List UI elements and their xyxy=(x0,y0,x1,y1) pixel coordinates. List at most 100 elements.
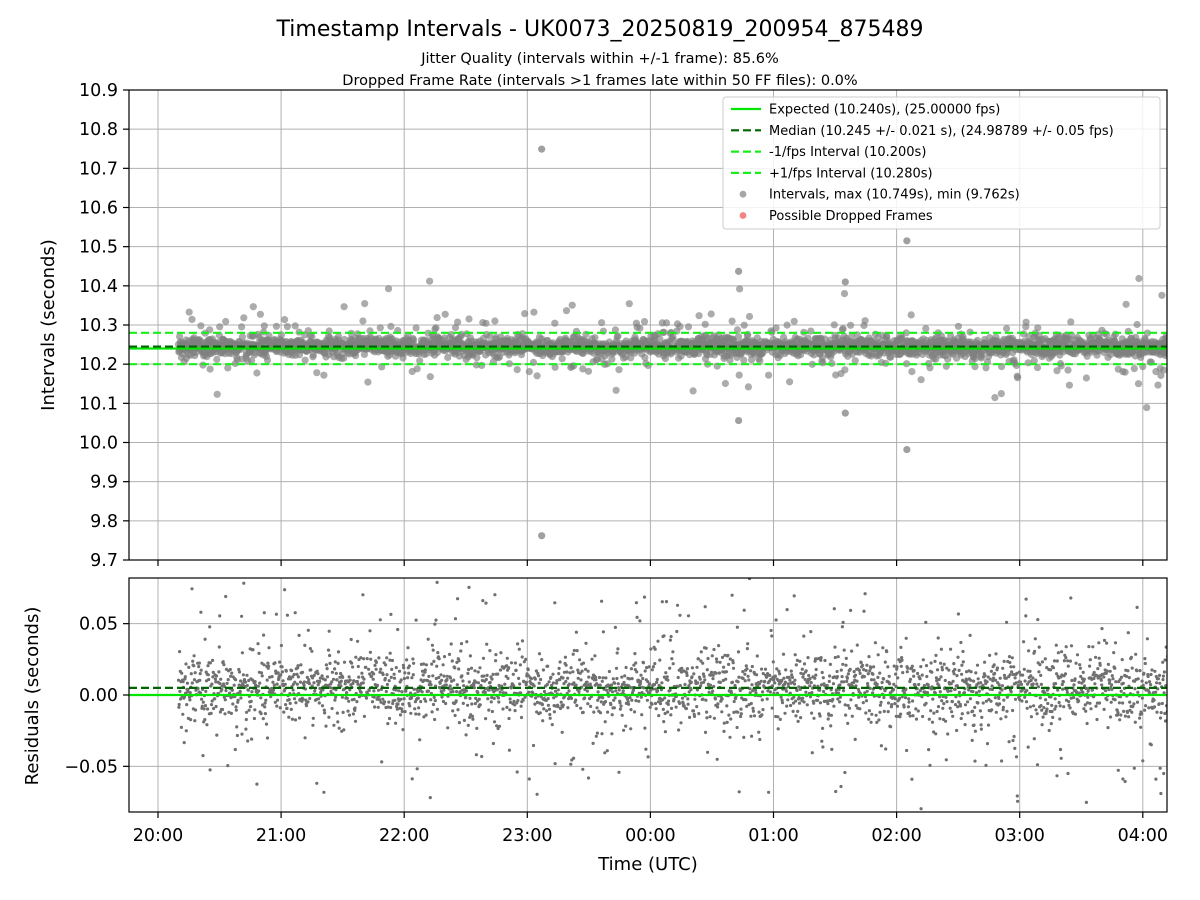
residual-point xyxy=(786,698,790,702)
residual-point xyxy=(574,683,578,687)
residual-point xyxy=(680,666,684,670)
residual-point xyxy=(766,689,770,693)
residual-point xyxy=(792,682,797,686)
residual-point xyxy=(257,651,261,656)
residual-point xyxy=(440,695,444,699)
residual-point xyxy=(185,681,189,685)
residual-point xyxy=(322,708,326,712)
residual-point xyxy=(452,678,456,682)
residual-point xyxy=(420,690,424,694)
residual-point xyxy=(426,637,430,641)
interval-outlier-point xyxy=(841,278,849,286)
residual-point xyxy=(240,651,244,655)
residual-point xyxy=(190,587,194,591)
residual-point xyxy=(810,711,814,715)
residual-point xyxy=(386,722,390,726)
residual-point xyxy=(216,860,219,863)
residual-point xyxy=(702,674,706,679)
residual-point xyxy=(271,680,275,684)
residual-point xyxy=(804,669,808,673)
residual-point xyxy=(914,717,919,721)
residual-point xyxy=(432,695,436,700)
residual-point xyxy=(509,661,514,665)
residual-point xyxy=(770,634,774,638)
interval-point xyxy=(1065,381,1073,389)
residual-point xyxy=(699,650,703,654)
residual-point xyxy=(401,663,405,668)
residual-point xyxy=(389,675,393,680)
residual-point xyxy=(703,730,708,735)
residual-point xyxy=(663,711,667,716)
residual-point xyxy=(910,777,914,781)
residual-point xyxy=(603,751,607,755)
residual-point xyxy=(712,647,716,652)
residual-point xyxy=(242,581,246,585)
residual-point xyxy=(727,662,731,667)
interval-point xyxy=(1143,404,1151,412)
residual-point xyxy=(609,683,614,687)
residual-point xyxy=(720,710,724,714)
residual-point xyxy=(846,672,851,676)
residual-point xyxy=(193,708,198,712)
residual-point xyxy=(378,698,382,702)
residual-point xyxy=(422,715,426,719)
residual-point xyxy=(268,675,272,679)
residual-point xyxy=(516,699,520,703)
residual-point xyxy=(760,713,764,717)
residual-point xyxy=(618,707,623,711)
residual-point xyxy=(413,707,417,711)
residual-point xyxy=(620,713,624,717)
residual-point xyxy=(214,680,218,684)
residual-point xyxy=(466,703,470,707)
residual-point xyxy=(742,735,746,740)
residual-point xyxy=(242,678,247,682)
residual-point xyxy=(867,655,871,659)
interval-point xyxy=(584,367,593,375)
residual-point xyxy=(801,672,806,676)
residual-point xyxy=(507,716,511,721)
residual-point xyxy=(431,702,436,707)
residual-point xyxy=(787,675,791,680)
residual-point xyxy=(617,688,621,692)
residual-point xyxy=(462,718,466,723)
residual-point xyxy=(864,699,869,703)
residual-point xyxy=(507,666,511,670)
residual-point xyxy=(813,676,817,680)
residual-point xyxy=(792,594,796,598)
residual-point xyxy=(454,699,458,703)
residual-point xyxy=(722,729,726,734)
interval-point xyxy=(756,357,764,365)
residual-point xyxy=(563,655,568,659)
residual-point xyxy=(298,680,303,684)
residual-point xyxy=(508,697,512,701)
residual-point xyxy=(562,670,567,674)
residual-point xyxy=(507,748,511,752)
residual-point xyxy=(259,569,262,572)
residual-point xyxy=(484,677,488,682)
residual-point xyxy=(866,672,870,676)
residual-point xyxy=(669,706,674,711)
residual-point xyxy=(541,668,546,672)
interval-point xyxy=(320,371,328,379)
residual-point xyxy=(650,668,654,672)
residual-point xyxy=(490,709,494,714)
residual-point xyxy=(650,702,654,706)
residual-point xyxy=(910,664,914,668)
residual-point xyxy=(431,648,435,652)
interval-point xyxy=(422,350,430,358)
residual-point xyxy=(189,718,193,722)
residual-point xyxy=(246,739,250,743)
residual-point xyxy=(698,574,701,577)
interval-point xyxy=(213,390,221,398)
residual-point xyxy=(261,717,265,721)
interval-outlier-point xyxy=(538,145,546,153)
residual-point xyxy=(835,669,839,674)
residual-point xyxy=(841,620,845,625)
residual-point xyxy=(546,664,550,668)
residual-point xyxy=(744,698,748,702)
residual-point xyxy=(717,644,721,648)
residual-point xyxy=(819,683,824,687)
residual-point xyxy=(187,665,191,670)
residual-point xyxy=(394,666,398,670)
residual-point xyxy=(613,625,618,630)
